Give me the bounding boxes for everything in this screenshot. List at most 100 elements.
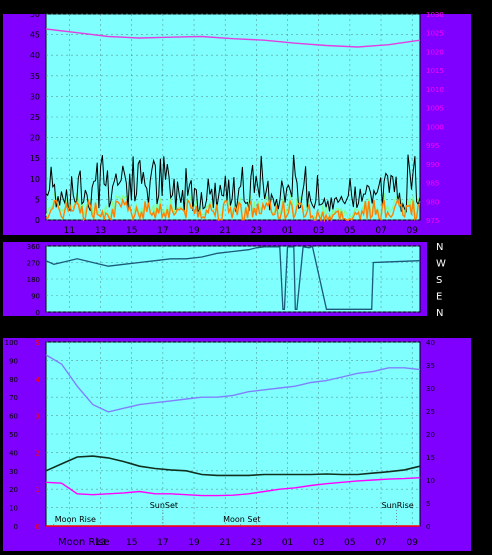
humidity-tick-label: 20 bbox=[9, 486, 18, 494]
wind-x-tick-label: 13 bbox=[95, 226, 106, 236]
wind-tick-label: 10 bbox=[30, 175, 40, 184]
wind-x-tick-label: 23 bbox=[251, 226, 262, 236]
barometer-tick-label: 1025 bbox=[426, 30, 444, 38]
wind-tick-label: 30 bbox=[30, 92, 40, 101]
annotation-label: Moon Set bbox=[223, 515, 260, 524]
humidity-tick-label: 70 bbox=[9, 394, 18, 402]
temperature-series bbox=[45, 354, 421, 527]
barometer-tick-label: 985 bbox=[426, 180, 439, 188]
rain-tick-label: 3 bbox=[36, 413, 40, 421]
temperature-tick-label: 25 bbox=[426, 408, 435, 416]
temp-x-tick-label: 13 bbox=[95, 538, 106, 548]
wind-x-tick-label: 09 bbox=[406, 226, 418, 236]
compass-label: E bbox=[436, 292, 442, 303]
temperature-tick-label: 0 bbox=[426, 523, 430, 531]
compass-label: N bbox=[436, 242, 443, 253]
temp-x-tick-label: 23 bbox=[251, 538, 262, 548]
temperature-tick-label: 20 bbox=[426, 431, 435, 439]
wind-x-tick-label: 07 bbox=[375, 226, 386, 236]
temp-x-tick-label: 07 bbox=[375, 538, 386, 548]
compass-label: N bbox=[436, 308, 443, 319]
wind-x-tick-label: 21 bbox=[219, 226, 230, 236]
annotation-label: Moon Rise bbox=[55, 515, 96, 524]
humidity-tick-label: 100 bbox=[5, 339, 18, 347]
direction-tick-label: 270 bbox=[27, 260, 40, 268]
barometer-tick-label: 975 bbox=[426, 217, 439, 225]
wind-series bbox=[45, 28, 421, 223]
humidity-tick-label: 40 bbox=[9, 449, 18, 457]
direction-grid bbox=[46, 245, 420, 313]
annotation-label: SunSet bbox=[150, 501, 178, 510]
wind-tick-label: 45 bbox=[30, 31, 40, 40]
rain-tick-label: 4 bbox=[36, 376, 41, 384]
temperature-tick-label: 5 bbox=[426, 500, 430, 508]
temperature-tick-label: 40 bbox=[426, 339, 435, 347]
dewpoint-line bbox=[45, 477, 421, 497]
temp-x-tick-label: 03 bbox=[313, 538, 324, 548]
humidity-tick-label: 80 bbox=[9, 376, 18, 384]
tick-labels: 0510152025303540455097598098599099510001… bbox=[5, 10, 446, 548]
rain-humidity-axis-title: Rainfall (mm) Humidity (%) bbox=[2, 322, 139, 333]
compass-label: W bbox=[436, 259, 446, 270]
barometer-tick-label: 1000 bbox=[426, 123, 444, 131]
rain-tick-label: 1 bbox=[36, 486, 40, 494]
barometer-tick-label: 1020 bbox=[426, 48, 444, 56]
humidity-tick-label: 0 bbox=[14, 523, 18, 531]
temp-x-tick-label: 15 bbox=[126, 538, 137, 548]
temp-x-tick-label: 09 bbox=[406, 538, 418, 548]
direction-tick-label: 360 bbox=[27, 243, 40, 251]
barometer-tick-label: 995 bbox=[426, 142, 439, 150]
barometer-tick-label: 1010 bbox=[426, 86, 444, 94]
wind-tick-label: 50 bbox=[30, 10, 40, 19]
temperature-line bbox=[45, 455, 421, 477]
barometer-tick-label: 1005 bbox=[426, 105, 444, 113]
wind-x-tick-label: 03 bbox=[313, 226, 324, 236]
wind-tick-label: 20 bbox=[30, 134, 40, 143]
direction-series bbox=[45, 246, 421, 310]
barometer-tick-label: 980 bbox=[426, 198, 439, 206]
compass-label: S bbox=[436, 275, 442, 286]
annotation-label: SunRise bbox=[382, 501, 414, 510]
wind-tick-label: 5 bbox=[35, 195, 40, 204]
wind-x-tick-label: 05 bbox=[344, 226, 355, 236]
wind-x-tick-label: 15 bbox=[126, 226, 137, 236]
humidity-tick-label: 90 bbox=[9, 357, 18, 365]
temp-x-tick-label: 17 bbox=[157, 538, 168, 548]
humidity-tick-label: 30 bbox=[9, 468, 18, 476]
humidity-tick-label: 50 bbox=[9, 431, 18, 439]
humidity-tick-label: 10 bbox=[9, 505, 18, 513]
temperature-tick-label: 30 bbox=[426, 385, 435, 393]
temperature-tick-label: 15 bbox=[426, 454, 435, 462]
wind-gust-line bbox=[45, 154, 421, 213]
moonrise-bottom-label: Moon Rise bbox=[58, 537, 109, 548]
barometer-tick-label: 1030 bbox=[426, 11, 444, 19]
temp-x-tick-label: 19 bbox=[188, 538, 200, 548]
wind-tick-label: 40 bbox=[30, 51, 40, 60]
wind-direction-line bbox=[45, 246, 421, 310]
temp-x-tick-label: 01 bbox=[282, 538, 293, 548]
graph-title: 24 hour graph day : 19 May 2018 bbox=[166, 2, 334, 13]
rain-tick-label: 0 bbox=[36, 523, 40, 531]
barometer-axis-title: Barometer (hpa) bbox=[398, 2, 481, 13]
wind-average-line bbox=[45, 197, 421, 223]
wind-axis-title: Windspeed (kph) bbox=[6, 2, 91, 13]
direction-tick-label: 90 bbox=[31, 293, 40, 301]
direction-tick-label: 180 bbox=[27, 276, 40, 284]
rain-tick-label: 2 bbox=[36, 449, 40, 457]
wind-x-tick-label: 01 bbox=[282, 226, 293, 236]
direction-tick-label: 0 bbox=[36, 309, 40, 317]
wind-x-tick-label: 19 bbox=[188, 226, 200, 236]
temp-x-tick-label: 21 bbox=[219, 538, 230, 548]
barometer-tick-label: 1015 bbox=[426, 67, 444, 75]
rain-tick-label: 5 bbox=[36, 339, 40, 347]
wind-tick-label: 35 bbox=[30, 72, 40, 81]
barometer-line bbox=[45, 28, 421, 48]
humidity-tick-label: 60 bbox=[9, 413, 18, 421]
wind-tick-label: 0 bbox=[35, 216, 40, 225]
wind-tick-label: 15 bbox=[30, 154, 40, 163]
temperature-axis-title: Temperature (°C)Dew Point (°C) bbox=[311, 322, 471, 333]
temperature-tick-label: 10 bbox=[426, 477, 435, 485]
wind-x-tick-label: 17 bbox=[157, 226, 168, 236]
